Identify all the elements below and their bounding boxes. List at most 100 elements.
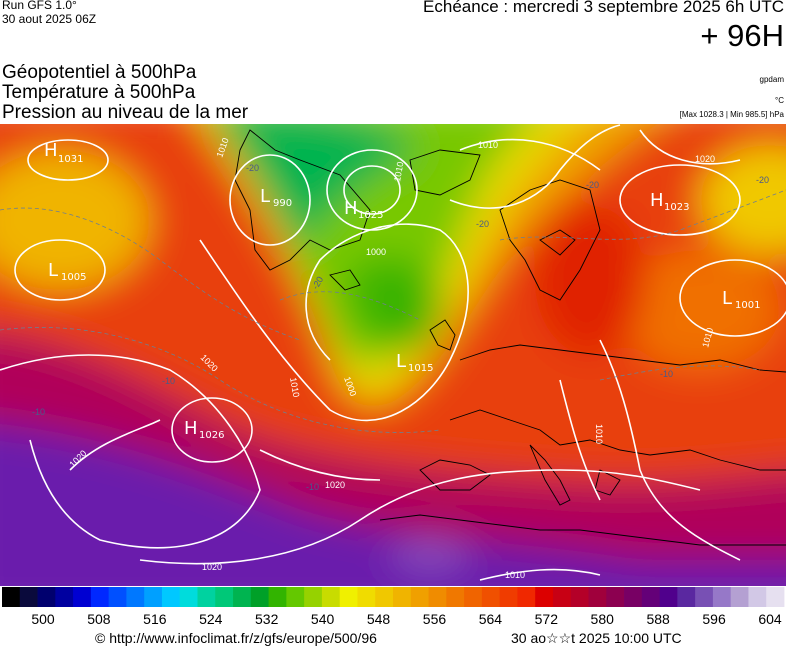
colorbar-label: 532 [255,611,279,627]
isobar-label: 1010 [392,161,405,182]
colorbar-swatch [233,587,252,607]
colorbar-swatch [428,587,447,607]
svg-text:1001: 1001 [735,300,760,311]
forecast-valid-time: Echéance : mercredi 3 septembre 2025 6h … [423,0,784,16]
colorbar-swatch [250,587,269,607]
isotherm-label: -20 [246,163,259,173]
colorbar-swatch [695,587,714,607]
colorbar-swatch [215,587,234,607]
colorbar-swatch [197,587,216,607]
pressure-center: H 1031 [44,140,83,165]
colorbar-label: 508 [87,611,111,627]
svg-text:H: H [650,190,664,211]
pressure-center: L 1005 [48,260,86,283]
colorbar-label: 516 [143,611,167,627]
svg-text:H: H [44,140,58,161]
colorbar-swatch [339,587,358,607]
colorbar-swatch [108,587,127,607]
svg-text:L: L [722,288,732,309]
colorbar-swatch [499,587,518,607]
colorbar-swatch [268,587,287,607]
colorbar-swatch [55,587,74,607]
colorbar-swatch [2,587,21,607]
unit-gpdam: gpdam [759,75,784,84]
colorbar-swatch [481,587,501,607]
colorbar-swatch [730,587,749,607]
isotherm-label: -20 [476,219,489,229]
run-label: Run GFS 1.0° [2,0,77,12]
colorbar-swatch [624,587,643,607]
colorbar-swatch [464,587,483,607]
isotherm-label: -20 [756,175,769,185]
footer-copyright: © http://www.infoclimat.fr/z/gfs/europe/… [95,630,377,646]
isotherm-label: -10 [306,482,319,492]
svg-text:1026: 1026 [199,430,224,441]
weather-map: 1010 1010 1000 1010 1020 1020 1020 1020 … [0,124,786,586]
isobar-label: 1010 [594,424,604,444]
colorbar-label: 588 [646,611,670,627]
isobar-label: 1010 [288,377,301,398]
title-temperature: Température à 500hPa [2,82,196,103]
svg-text:L: L [48,260,58,281]
colorbar-label: 604 [758,611,782,627]
colorbar-swatch [126,587,145,607]
isotherm-label: -10 [32,407,45,417]
colorbar-swatch [517,587,536,607]
svg-text:1005: 1005 [61,272,86,283]
svg-text:L: L [396,351,406,372]
isobar-label: 1000 [366,247,386,257]
svg-text:H: H [184,418,198,439]
pressure-centers: H 1031 L 990 H 1025 L 1005 H 1023 L 1001 H 1026… [44,140,760,441]
isobar-label: 1020 [325,480,345,490]
pressure-center: H 1025 [344,198,383,221]
colorbar-swatch [535,587,554,607]
isotherm-label: -20 [586,180,599,190]
colorbar-label: 556 [423,611,447,627]
svg-text:H: H [344,198,358,219]
colorbar-swatch [161,587,181,607]
colorbar-swatch [357,587,376,607]
colorbar-swatch [606,587,625,607]
colorbar-labels: 500 508 516 524 532 540 548 556 564 572 580 588 596 6… [31,611,782,627]
isobar-label: 1020 [695,154,715,164]
colorbar-swatch [766,587,785,607]
isobar-label: 1010 [478,140,498,150]
title-geopotential: Géopotentiel à 500hPa [2,62,197,83]
svg-text:1031: 1031 [58,154,83,165]
colorbar-label: 524 [199,611,223,627]
colorbar-swatch [37,587,56,607]
isotherm-label: -10 [162,376,175,386]
pressure-center: L 1015 [396,351,433,374]
colorbar-swatch [393,587,412,607]
colorbar-swatch [659,587,678,607]
colorbar-swatches [2,587,785,607]
colorbar-swatch [641,587,660,607]
pressure-center: H 1026 [184,418,224,441]
svg-text:1023: 1023 [664,202,689,213]
geopotential-field [0,124,786,586]
colorbar-swatch [321,587,341,607]
colorbar-swatch [748,587,767,607]
colorbar-label: 596 [702,611,726,627]
colorbar-label: 564 [479,611,503,627]
isotherms [0,189,786,433]
colorbar-swatch [90,587,110,607]
pressure-center: L 990 [260,186,292,209]
lead-time: + 96H [700,18,784,53]
svg-text:1015: 1015 [408,363,433,374]
pressure-center: H 1023 [650,190,689,213]
svg-text:990: 990 [273,198,292,209]
isobars [0,124,786,581]
coastlines [234,129,786,546]
colorbar-label: 500 [31,611,55,627]
colorbar-swatch [19,587,38,607]
footer-generation-time: 30 ao☆☆t 2025 10:00 UTC [511,630,682,646]
colorbar-swatch [375,587,394,607]
colorbar-swatch [588,587,607,607]
colorbar-label: 580 [591,611,615,627]
colorbar-swatch [677,587,696,607]
colorbar-swatch [410,587,429,607]
svg-text:1025: 1025 [358,210,383,221]
isobar-label: 1020 [202,562,222,572]
run-date: 30 aout 2025 06Z [2,12,97,26]
